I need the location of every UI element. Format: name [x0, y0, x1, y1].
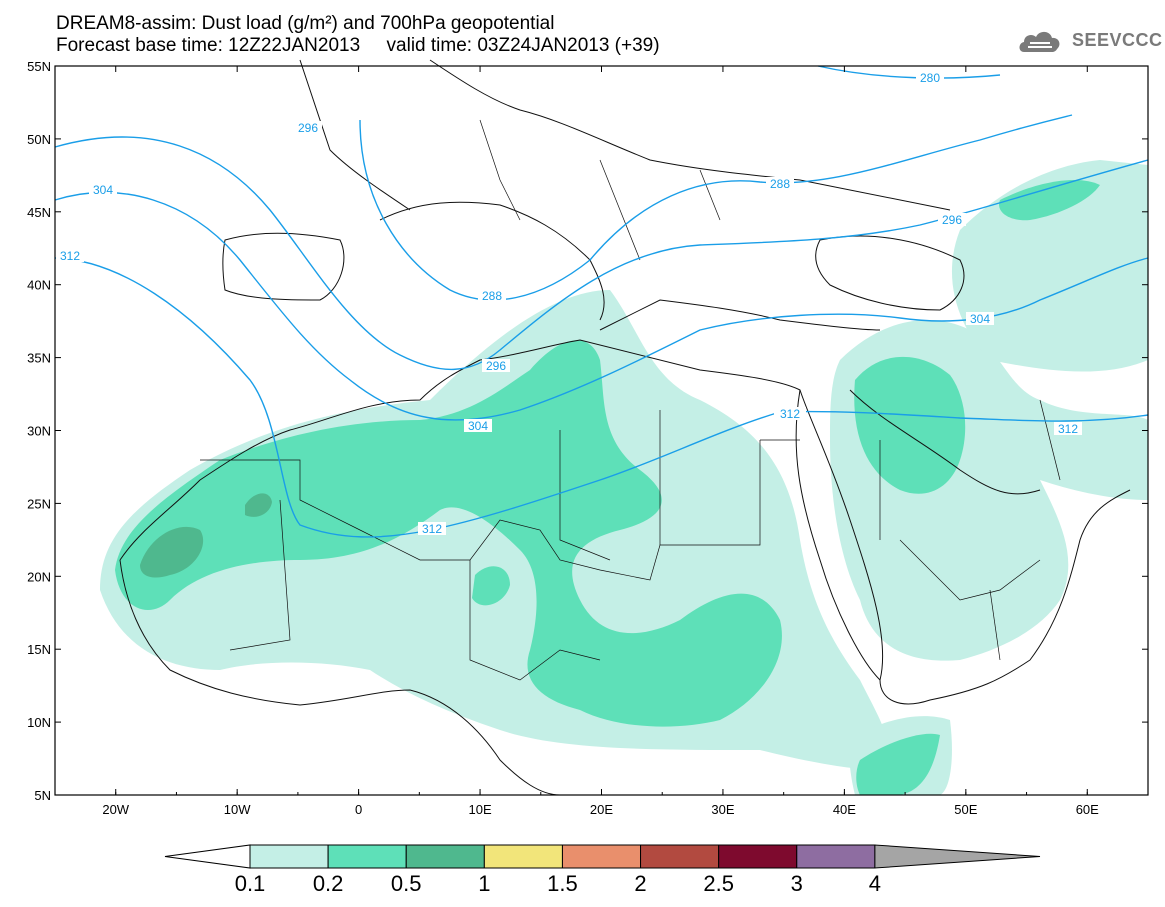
colorbar-swatch	[327, 844, 407, 869]
map-title-line2: Forecast base time: 12Z22JAN2013 valid t…	[56, 35, 660, 56]
lon-tick-label: 40E	[833, 802, 856, 817]
colorbar-label: 2.5	[703, 871, 734, 896]
contour-label: 312	[422, 522, 442, 536]
contour-label-bg	[766, 177, 794, 190]
contour-label-bg	[89, 183, 117, 196]
dust-shading-high	[140, 493, 272, 578]
longitude-labels: 20W 10W 0 10E 20E 30E 40E 50E 60E	[102, 802, 1099, 817]
lat-tick-label: 30N	[27, 424, 51, 439]
contour-label: 304	[468, 419, 488, 433]
contour-label: 304	[970, 312, 990, 326]
lon-tick-label: 50E	[954, 802, 977, 817]
colorbar-high-arrow	[874, 844, 1041, 869]
colorbar-low-arrow	[164, 844, 251, 869]
country-borders	[200, 119, 1061, 681]
colorbar-swatch	[249, 844, 329, 869]
lat-tick-label: 10N	[27, 715, 51, 730]
map-title-line1: DREAM8-assim: Dust load (g/m²) and 700hP…	[56, 13, 555, 34]
colorbar-swatch	[561, 844, 642, 869]
colorbar-label: 0.5	[391, 871, 422, 896]
colorbar-swatch	[640, 844, 720, 869]
logo-text: SEEVCCC	[1072, 30, 1163, 50]
contour-label-bg	[916, 71, 944, 84]
contour-label-bg	[56, 249, 84, 262]
contour-label: 296	[298, 121, 318, 135]
colorbar-label: 4	[869, 871, 881, 896]
colorbar-label: 0.2	[313, 871, 344, 896]
contour-label: 312	[1058, 422, 1078, 436]
colorbar-label: 1.5	[547, 871, 578, 896]
contour-label: 296	[942, 213, 962, 227]
contour-label-bg	[774, 407, 806, 420]
colorbar-label: 2	[634, 871, 646, 896]
lat-tick-label: 25N	[27, 496, 51, 511]
contour-labels: 280 288 288 296 296 296 304 304 304 312 312 312 312	[56, 71, 1082, 536]
geopotential-contours	[54, 65, 1149, 538]
colorbar-swatch	[405, 844, 485, 869]
map-canvas: 20W 10W 0 10E 20E 30E 40E 50E 60E 55N50N45N40N35…	[27, 59, 1149, 896]
contour-label-bg	[938, 213, 966, 226]
lon-tick-label: 10E	[468, 802, 491, 817]
lon-tick-label: 10W	[224, 802, 251, 817]
colorbar: 0.1 0.2 0.5 1 1.5 2 2.5 3 4	[164, 844, 1041, 896]
lat-tick-label: 15N	[27, 642, 51, 657]
lon-tick-label: 60E	[1076, 802, 1099, 817]
lat-tick-label: 50N	[27, 132, 51, 147]
contour-label-bg	[478, 289, 506, 302]
contour-label-bg	[482, 359, 510, 372]
lat-tick-label: 40N	[27, 278, 51, 293]
lon-tick-label: 20E	[590, 802, 613, 817]
contour-label: 288	[770, 177, 790, 191]
lon-tick-label: 30E	[711, 802, 734, 817]
contour-label: 312	[780, 407, 800, 421]
contour-label: 312	[60, 249, 80, 263]
contour-label-bg	[1054, 422, 1082, 435]
cloud-icon	[1019, 31, 1060, 52]
coastlines	[119, 59, 1131, 796]
contour-label-bg	[294, 121, 322, 134]
contour-label: 280	[920, 71, 940, 85]
lon-tick-label: 20W	[102, 802, 129, 817]
contour-label-bg	[966, 312, 994, 325]
lat-tick-label: 35N	[27, 351, 51, 366]
lat-tick-label: 45N	[27, 205, 51, 220]
lat-tick-label: 5N	[34, 788, 51, 803]
lat-tick-label: 55N	[27, 59, 51, 74]
latitude-labels: 55N 50N 45N 40N 35N 30N 25N 20N 15N 10N 5N	[27, 59, 51, 803]
contour-label: 288	[482, 289, 502, 303]
lon-tick-label: 0	[355, 802, 362, 817]
colorbar-label: 3	[791, 871, 803, 896]
lat-tick-label: 20N	[27, 569, 51, 584]
contour-label-bg	[418, 522, 446, 535]
colorbar-swatch	[483, 844, 563, 869]
contour-label-bg	[464, 419, 492, 432]
colorbar-swatch	[718, 844, 798, 869]
colorbar-label: 0.1	[235, 871, 266, 896]
colorbar-label: 1	[478, 871, 490, 896]
axis-ticks	[54, 65, 1149, 796]
contour-label: 304	[93, 183, 113, 197]
contour-label: 296	[486, 359, 506, 373]
colorbar-swatch	[796, 844, 876, 869]
dust-shading-mid	[115, 180, 1100, 795]
